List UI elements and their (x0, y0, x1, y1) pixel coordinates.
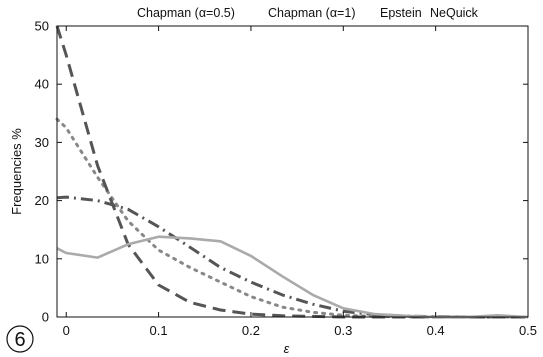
y-tick-label: 30 (35, 135, 49, 150)
plot-frame (56, 25, 529, 318)
x-axis-label: ε (284, 341, 290, 356)
x-tick-label: 0 (63, 323, 70, 338)
y-axis-label: Frequencies % (9, 128, 24, 215)
y-tick-label: 10 (35, 251, 49, 266)
x-tick-label: 0.2 (242, 323, 260, 338)
legend-entry-0: Chapman (α=0.5) (137, 6, 235, 20)
legend-entry-3: NeQuick (430, 6, 479, 20)
panel-number: 6 (14, 329, 25, 351)
series-layer (55, 25, 530, 319)
x-tick-label: 0.3 (334, 323, 352, 338)
y-tick-label: 50 (35, 19, 49, 34)
x-tick-label: 0.1 (150, 323, 168, 338)
legend: Chapman (α=0.5) Chapman (α=1) Epstein NeQui… (137, 6, 479, 20)
series-line-3 (56, 235, 529, 319)
series-line-2 (55, 25, 528, 319)
legend-entry-2: Epstein (380, 6, 422, 20)
x-tick-label: 0.4 (427, 323, 445, 338)
y-tick-label: 40 (35, 77, 49, 92)
legend-entry-1: Chapman (α=1) (268, 6, 355, 20)
series-line-1 (55, 117, 530, 319)
y-tick-label: 0 (42, 310, 49, 325)
panel-number-badge: 6 (6, 325, 34, 353)
y-tick-label: 20 (35, 193, 49, 208)
series-line-0 (56, 195, 528, 319)
ticks-layer: 0 0.1 0.2 0.3 0.4 0.5 0 10 20 30 40 50 (35, 19, 538, 339)
x-tick-label: 0.5 (519, 323, 537, 338)
panel-number-circle (6, 325, 34, 353)
